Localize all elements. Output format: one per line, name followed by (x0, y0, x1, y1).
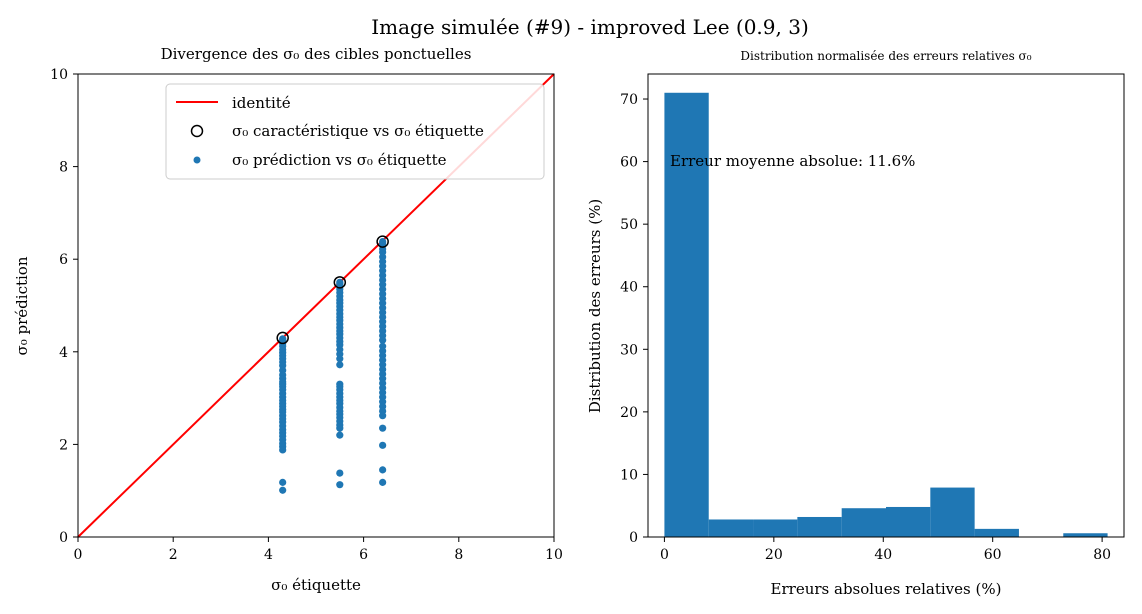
histogram-bar (1063, 533, 1108, 537)
histogram-xtick-label: 40 (874, 547, 892, 563)
scatter-xtick-label: 8 (454, 547, 463, 563)
characteristic-point (376, 235, 389, 248)
prediction-point (336, 424, 344, 432)
prediction-point (379, 466, 387, 474)
histogram-bar (841, 508, 886, 537)
scatter-ytick-label: 2 (59, 437, 68, 453)
legend-prediction-swatch (193, 156, 201, 164)
scatter-xtick-label: 2 (169, 547, 178, 563)
prediction-points (279, 238, 387, 494)
scatter-xtick-label: 0 (74, 547, 83, 563)
histogram-bar (797, 516, 842, 537)
histogram-ylabel: Distribution des erreurs (%) (586, 199, 604, 413)
histogram-bars (664, 92, 1108, 538)
histogram-ytick-label: 30 (620, 342, 638, 358)
histogram-xtick-label: 60 (984, 547, 1002, 563)
legend-box (165, 83, 545, 180)
histogram-xlabel: Erreurs absolues relatives (%) (771, 580, 1002, 598)
scatter-frame (77, 73, 555, 538)
prediction-point (379, 336, 387, 344)
prediction-point (379, 424, 387, 432)
histogram-bar (930, 487, 975, 537)
legend-characteristic-label: σ₀ caractéristique vs σ₀ étiquette (232, 122, 484, 140)
legend-prediction-label: σ₀ prédiction vs σ₀ étiquette (232, 151, 447, 169)
scatter-xtick-label: 4 (264, 547, 273, 563)
histogram-ytick-label: 0 (629, 530, 638, 546)
legend-identity-label: identité (232, 94, 291, 112)
characteristic-point (333, 276, 347, 289)
histogram-xtick-label: 80 (1093, 547, 1111, 563)
histogram-ytick-label: 10 (620, 467, 638, 483)
histogram-xtick-label: 0 (660, 547, 669, 563)
scatter-panel: Divergence des σ₀ des cibles ponctuelles… (13, 45, 563, 594)
scatter-ytick-label: 10 (50, 67, 68, 83)
prediction-point (279, 478, 287, 486)
histogram-ytick-label: 50 (620, 217, 638, 233)
histogram-bar (886, 506, 931, 537)
prediction-point (336, 355, 344, 363)
prediction-point (379, 478, 387, 486)
histogram-xtick-label: 20 (765, 547, 783, 563)
histogram-ytick-label: 40 (620, 280, 638, 296)
scatter-xtick-label: 10 (545, 547, 563, 563)
scatter-xlabel: σ₀ étiquette (271, 576, 361, 594)
histogram-ytick-label: 60 (620, 155, 638, 171)
prediction-point (379, 412, 387, 420)
histogram-frame (647, 73, 1125, 538)
prediction-point (279, 486, 287, 494)
scatter-legend: identité σ₀ caractéristique vs σ₀ étique… (165, 83, 545, 180)
scatter-ylabel: σ₀ prédiction (13, 256, 31, 355)
legend-characteristic-swatch (190, 124, 204, 138)
characteristic-point (276, 331, 289, 345)
characteristic-points (276, 235, 389, 345)
scatter-ytick-label: 6 (59, 252, 68, 268)
histogram-ytick-label: 70 (620, 92, 638, 108)
histogram-bar (753, 519, 798, 537)
figure-suptitle: Image simulée (#9) - improved Lee (0.9, … (371, 15, 809, 39)
histogram-title: Distribution normalisée des erreurs rela… (740, 49, 1031, 63)
prediction-point (336, 361, 344, 369)
prediction-point (336, 431, 344, 439)
prediction-point (279, 446, 287, 454)
histogram-ticks: 0 20 40 60 80 0 10 20 30 40 50 60 70 (620, 92, 1111, 563)
scatter-ytick-label: 0 (59, 530, 68, 546)
histogram-panel: Distribution normalisée des erreurs rela… (586, 49, 1125, 598)
prediction-point (336, 469, 344, 477)
prediction-point (336, 481, 344, 489)
histogram-bar (974, 528, 1019, 537)
histogram-bar (708, 519, 754, 537)
prediction-point (379, 441, 387, 449)
histogram-annotation: Erreur moyenne absolue: 11.6% (670, 152, 915, 170)
scatter-title: Divergence des σ₀ des cibles ponctuelles (161, 45, 472, 63)
scatter-ytick-label: 4 (59, 345, 68, 361)
scatter-ytick-label: 8 (59, 160, 68, 176)
scatter-xtick-label: 6 (359, 547, 368, 563)
histogram-ytick-label: 20 (620, 405, 638, 421)
histogram-bar (664, 92, 709, 538)
scatter-ticks: 0 2 4 6 8 10 0 2 4 6 8 10 (50, 67, 563, 563)
